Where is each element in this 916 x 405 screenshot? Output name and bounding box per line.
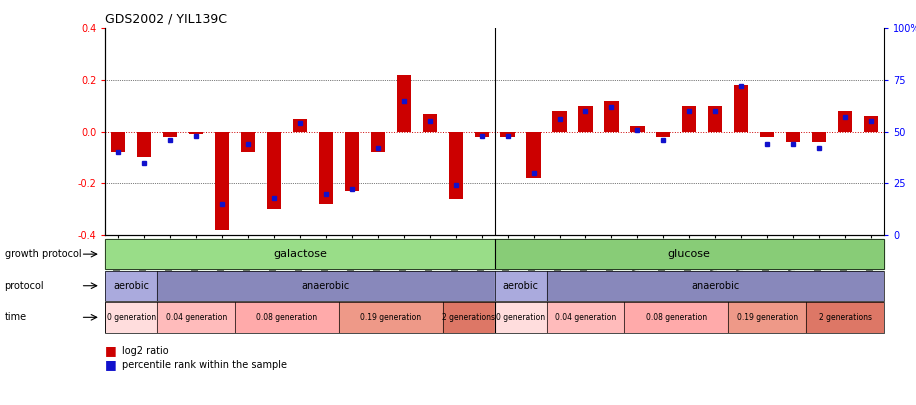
Text: time: time [5,312,27,322]
Bar [864,116,878,132]
Text: 2 generations: 2 generations [442,313,496,322]
Bar [235,302,339,333]
Bar [158,302,235,333]
Text: log2 ratio: log2 ratio [122,346,169,356]
Text: protocol: protocol [5,281,44,291]
Bar [422,113,437,132]
Bar [474,132,489,137]
Bar [625,302,728,333]
Bar [527,132,540,178]
Text: anaerobic: anaerobic [691,281,739,291]
Text: ■: ■ [105,344,117,357]
Text: 0.08 generation: 0.08 generation [646,313,707,322]
Bar [158,271,495,301]
Bar [371,132,385,152]
Text: aerobic: aerobic [114,281,149,291]
Bar [656,132,671,137]
Text: 0.19 generation: 0.19 generation [360,313,421,322]
Text: anaerobic: anaerobic [301,281,350,291]
Bar [578,106,593,132]
Bar [786,132,801,142]
Bar [495,271,547,301]
Bar [163,132,178,137]
Bar [708,106,723,132]
Text: aerobic: aerobic [503,281,539,291]
Text: 0 generation: 0 generation [107,313,156,322]
Bar [806,302,884,333]
Bar [267,132,281,209]
Text: ■: ■ [105,358,117,371]
Bar [105,302,158,333]
Bar [547,302,625,333]
Text: glucose: glucose [668,249,711,259]
Bar [630,126,645,132]
Bar [449,132,463,199]
Bar [215,132,229,230]
Bar [344,132,359,191]
Bar [189,132,203,134]
Text: 0.04 generation: 0.04 generation [166,313,227,322]
Bar [137,132,151,158]
Text: GDS2002 / YIL139C: GDS2002 / YIL139C [105,13,227,26]
Text: percentile rank within the sample: percentile rank within the sample [122,360,287,370]
Bar [760,132,774,137]
Bar [728,302,806,333]
Text: galactose: galactose [273,249,327,259]
Bar [547,271,884,301]
Text: growth protocol: growth protocol [5,249,82,259]
Bar [397,75,411,132]
Text: 0.04 generation: 0.04 generation [555,313,616,322]
Bar [500,132,515,137]
Bar [838,111,852,132]
Bar [319,132,333,204]
Text: 0.19 generation: 0.19 generation [736,313,798,322]
Bar [495,239,884,269]
Bar [734,85,748,132]
Bar [241,132,256,152]
Bar [605,100,618,132]
Text: 2 generations: 2 generations [819,313,871,322]
Bar [552,111,567,132]
Bar [293,119,307,132]
Bar [339,302,442,333]
Bar [682,106,696,132]
Text: 0.08 generation: 0.08 generation [256,313,318,322]
Bar [495,302,547,333]
Bar [111,132,125,152]
Text: 0 generation: 0 generation [496,313,545,322]
Bar [812,132,826,142]
Bar [105,239,495,269]
Bar [105,271,158,301]
Bar [442,302,495,333]
